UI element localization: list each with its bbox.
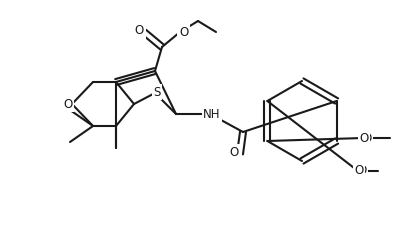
Text: O: O <box>359 131 369 144</box>
Text: O: O <box>134 23 144 37</box>
Text: S: S <box>153 85 161 98</box>
Text: O: O <box>179 25 189 38</box>
Text: O: O <box>229 145 239 159</box>
Text: O: O <box>64 98 73 111</box>
Text: O: O <box>362 131 372 144</box>
Text: O: O <box>64 98 73 111</box>
Text: O: O <box>229 146 239 159</box>
Text: O: O <box>357 165 367 177</box>
Text: O: O <box>135 25 145 38</box>
Text: O: O <box>354 165 364 177</box>
Text: O: O <box>178 25 188 38</box>
Text: NH: NH <box>203 107 221 121</box>
Text: NH: NH <box>203 107 221 121</box>
Text: S: S <box>153 85 161 98</box>
